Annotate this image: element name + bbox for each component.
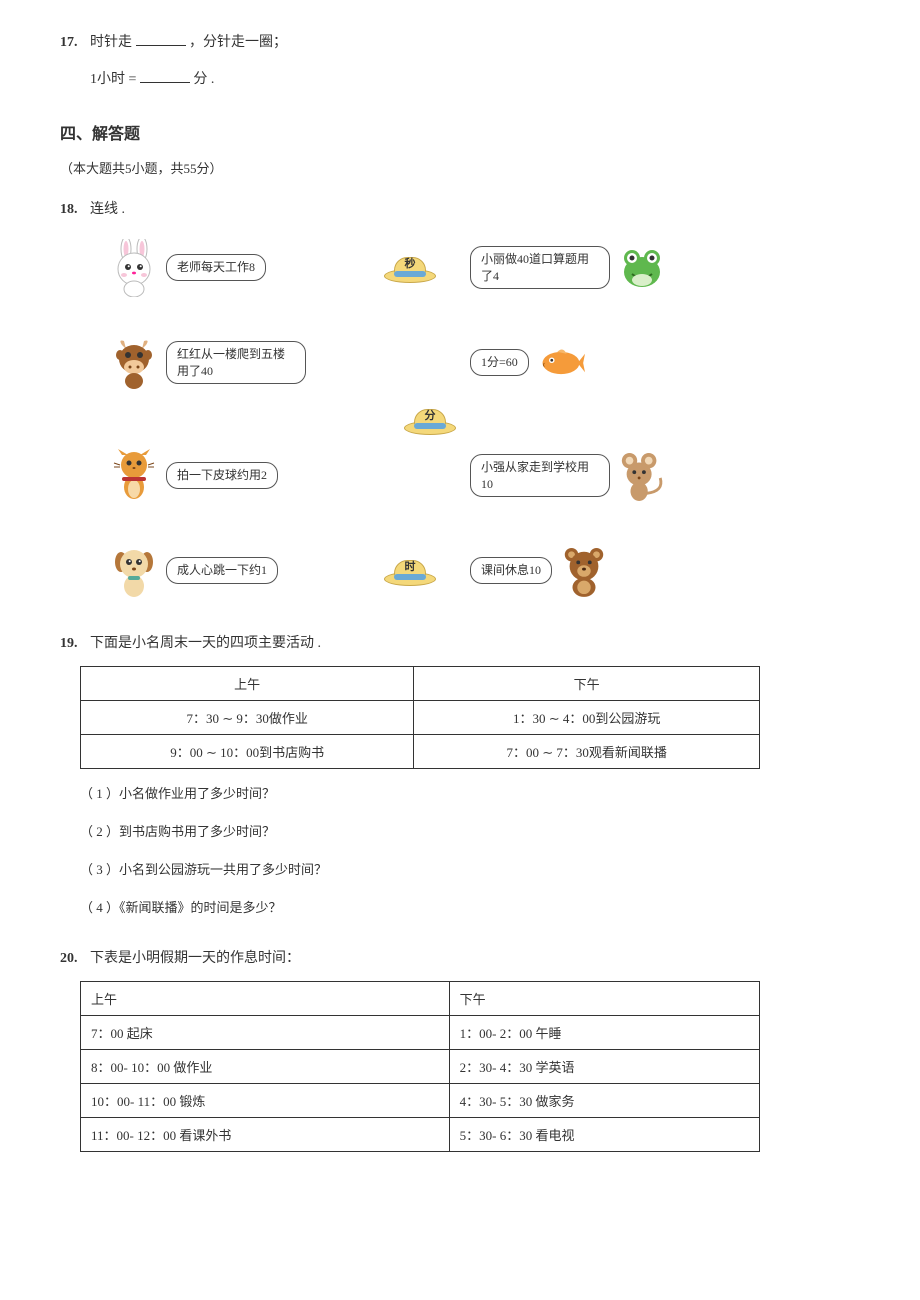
table-row: 上午 下午 — [81, 981, 760, 1015]
question-17: 17. 时针走 ，分针走一圈； 1小时 = 分 . — [60, 30, 860, 92]
bear-icon — [560, 547, 608, 595]
sub-question: （ 4 ）《新闻联播》的时间是多少？ — [80, 895, 860, 921]
speech-bubble: 老师每天工作8 — [166, 254, 266, 281]
table-row: 10：00- 11：00 锻炼 4：30- 5：30 做家务 — [81, 1083, 760, 1117]
table-row: 7：00 起床 1：00- 2：00 午睡 — [81, 1015, 760, 1049]
table-cell: 1：00- 2：00 午睡 — [449, 1015, 759, 1049]
table-cell: 7：00 ∼ 7：30观看新闻联播 — [414, 734, 760, 768]
speech-bubble: 小强从家走到学校用10 — [470, 454, 610, 498]
table-row: 9：00 ∼ 10：00到书店购书 7：00 ∼ 7：30观看新闻联播 — [81, 734, 760, 768]
table-cell: 7：00 起床 — [81, 1015, 450, 1049]
connect-row: 拍一下皮球约用2 小强从家走到学校用10 — [110, 441, 750, 511]
speech-bubble: 拍一下皮球约用2 — [166, 462, 278, 489]
table-cell: 8：00- 10：00 做作业 — [81, 1049, 450, 1083]
table-cell: 7：30 ∼ 9：30做作业 — [81, 700, 414, 734]
question-text: 连线 . — [90, 197, 125, 222]
hat-label: 秒 — [384, 255, 436, 271]
connect-row: 成人心跳一下约1 时 课间休息10 — [110, 536, 750, 606]
question-text: 下表是小明假期一天的作息时间： — [90, 946, 300, 971]
hat-hour: 时 — [382, 556, 438, 586]
connect-row: 老师每天工作8 秒 小丽做40道口算题用了4 — [110, 233, 750, 303]
question-text: 下面是小名周末一天的四项主要活动 . — [90, 631, 321, 656]
hat-sec: 秒 — [382, 253, 438, 283]
table-cell: 1：30 ∼ 4：00到公园游玩 — [414, 700, 760, 734]
connect-row: 红红从一楼爬到五楼用了40 1分=60 — [110, 328, 750, 398]
rabbit-icon — [110, 244, 158, 292]
text-part: 1小时 = — [90, 72, 136, 87]
hat-label: 分 — [404, 407, 456, 423]
table-cell: 9：00 ∼ 10：00到书店购书 — [81, 734, 414, 768]
sub-question: （ 1 ）小名做作业用了多少时间？ — [80, 781, 860, 807]
speech-bubble: 1分=60 — [470, 349, 529, 376]
mouse-icon — [618, 452, 666, 500]
table-header: 上午 — [81, 981, 450, 1015]
dog-icon — [110, 547, 158, 595]
table-cell: 5：30- 6：30 看电视 — [449, 1117, 759, 1151]
table-row: 11：00- 12：00 看课外书 5：30- 6：30 看电视 — [81, 1117, 760, 1151]
hat-min: 分 — [402, 405, 458, 435]
table-cell: 2：30- 4：30 学英语 — [449, 1049, 759, 1083]
table-row: 上午 下午 — [81, 666, 760, 700]
text-part: ，分针走一圈； — [189, 35, 287, 50]
table-cell: 4：30- 5：30 做家务 — [449, 1083, 759, 1117]
fill-blank[interactable] — [140, 69, 190, 83]
question-number: 20. — [60, 951, 84, 967]
frog-icon — [618, 244, 666, 292]
question-number: 18. — [60, 202, 84, 218]
speech-bubble: 成人心跳一下约1 — [166, 557, 278, 584]
text-part: 时针走 — [90, 35, 132, 50]
sub-question: （ 3 ）小名到公园游玩一共用了多少时间？ — [80, 857, 860, 883]
question-number: 17. — [60, 35, 84, 51]
sub-question: （ 2 ）到书店购书用了多少时间？ — [80, 819, 860, 845]
question-19: 19. 下面是小名周末一天的四项主要活动 . 上午 下午 7：30 ∼ 9：30… — [60, 631, 860, 921]
table-header: 下午 — [449, 981, 759, 1015]
connect-diagram: 老师每天工作8 秒 小丽做40道口算题用了4 — [110, 233, 750, 606]
cow-icon — [110, 339, 158, 387]
section-title: 四、解答题 — [60, 120, 860, 144]
speech-bubble: 课间休息10 — [470, 557, 552, 584]
table-header: 上午 — [81, 666, 414, 700]
table-cell: 10：00- 11：00 锻炼 — [81, 1083, 450, 1117]
hat-label: 时 — [384, 558, 436, 574]
schedule-table-20: 上午 下午 7：00 起床 1：00- 2：00 午睡 8：00- 10：00 … — [80, 981, 760, 1152]
question-text: 时针走 ，分针走一圈； — [90, 30, 287, 55]
text-part: 分 . — [193, 72, 214, 87]
question-20: 20. 下表是小明假期一天的作息时间： 上午 下午 7：00 起床 1：00- … — [60, 946, 860, 1152]
speech-bubble: 红红从一楼爬到五楼用了40 — [166, 341, 306, 385]
table-row: 8：00- 10：00 做作业 2：30- 4：30 学英语 — [81, 1049, 760, 1083]
question-number: 19. — [60, 636, 84, 652]
schedule-table-19: 上午 下午 7：30 ∼ 9：30做作业 1：30 ∼ 4：00到公园游玩 9：… — [80, 666, 760, 769]
fill-blank[interactable] — [136, 32, 186, 46]
table-cell: 11：00- 12：00 看课外书 — [81, 1117, 450, 1151]
question-line2: 1小时 = 分 . — [90, 67, 860, 92]
speech-bubble: 小丽做40道口算题用了4 — [470, 246, 610, 290]
table-row: 7：30 ∼ 9：30做作业 1：30 ∼ 4：00到公园游玩 — [81, 700, 760, 734]
fish-icon — [537, 339, 585, 387]
cat-icon — [110, 452, 158, 500]
question-18: 18. 连线 . — [60, 197, 860, 605]
table-header: 下午 — [414, 666, 760, 700]
section-subtitle: （本大题共5小题，共55分） — [60, 158, 860, 177]
